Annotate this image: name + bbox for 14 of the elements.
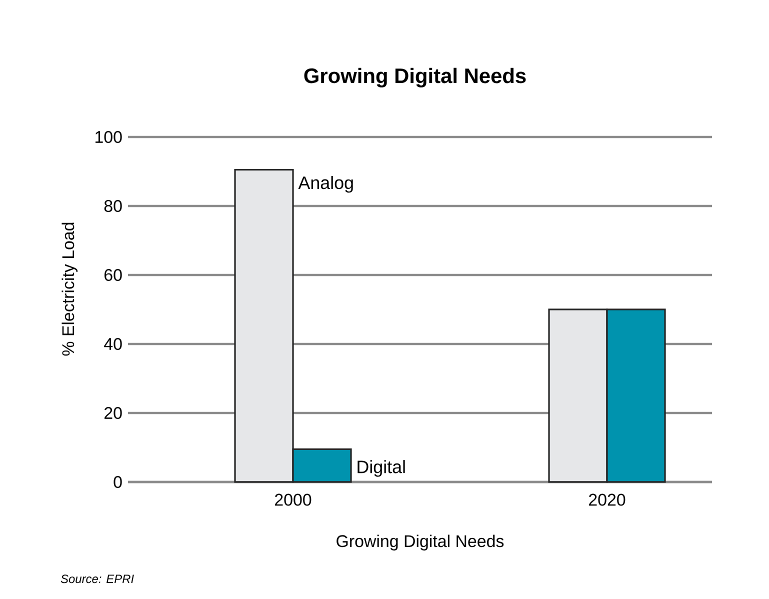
y-tick-label: 0 <box>114 476 122 488</box>
chart-title: Growing Digital Needs <box>304 68 526 88</box>
y-tick-label: 100 <box>96 130 122 143</box>
x-tick-label: 2000 <box>275 494 312 506</box>
x-axis-title: Growing Digital Needs <box>336 534 504 550</box>
y-tick-label: 20 <box>104 406 122 419</box>
x-tick-label: 2020 <box>589 494 626 506</box>
y-tick-label: 40 <box>104 338 122 350</box>
y-tick-label: 80 <box>104 200 122 212</box>
series-label: Digital <box>358 460 405 477</box>
y-axis-title: % Electricity Load <box>62 222 78 356</box>
y-tick-label: 60 <box>104 268 122 281</box>
series-label: Analog <box>298 176 353 193</box>
source-note: Source: EPRI <box>60 574 134 584</box>
